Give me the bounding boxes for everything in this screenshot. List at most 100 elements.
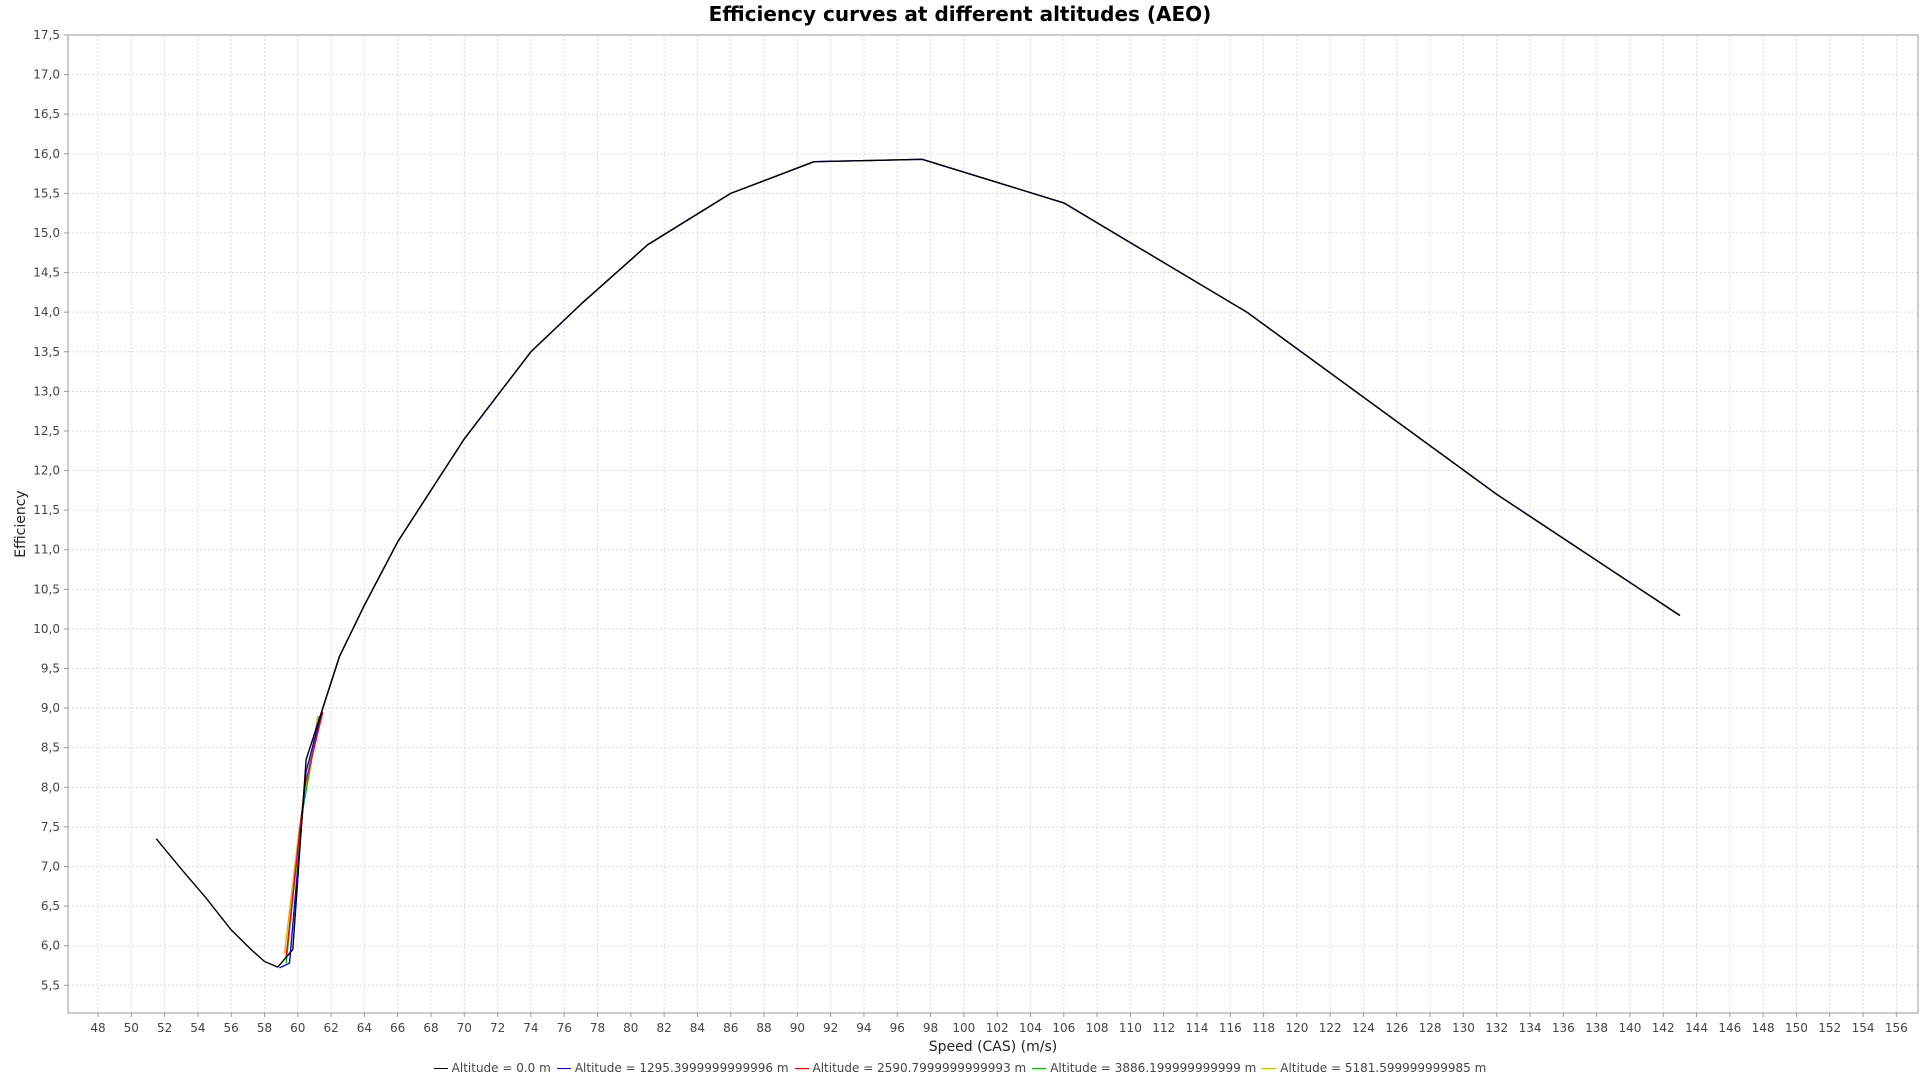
x-tick-label: 124 <box>1352 1021 1375 1035</box>
y-tick-label: 10,5 <box>33 582 60 596</box>
series-line <box>285 715 321 964</box>
x-tick-label: 110 <box>1119 1021 1142 1035</box>
legend-label: Altitude = 2590.7999999999993 m <box>812 1061 1027 1075</box>
x-tick-label: 52 <box>157 1021 172 1035</box>
x-tick-label: 118 <box>1252 1021 1275 1035</box>
x-tick-label: 120 <box>1285 1021 1308 1035</box>
x-tick-label: 130 <box>1452 1021 1475 1035</box>
y-tick-label: 9,0 <box>41 701 60 715</box>
legend-item: Altitude = 3886.199999999999 m <box>1032 1061 1256 1075</box>
x-tick-label: 136 <box>1552 1021 1575 1035</box>
y-tick-label: 9,5 <box>41 662 60 676</box>
x-tick-label: 56 <box>224 1021 239 1035</box>
x-tick-label: 126 <box>1385 1021 1408 1035</box>
x-tick-label: 106 <box>1052 1021 1075 1035</box>
y-tick-label: 7,5 <box>41 820 60 834</box>
legend-label: Altitude = 1295.3999999999996 m <box>574 1061 789 1075</box>
x-tick-label: 122 <box>1319 1021 1342 1035</box>
x-tick-label: 154 <box>1852 1021 1875 1035</box>
y-tick-label: 13,5 <box>33 345 60 359</box>
y-tick-label: 17,0 <box>33 68 60 82</box>
series-lines <box>155 158 1681 969</box>
x-tick-label: 54 <box>190 1021 205 1035</box>
plot-frame <box>67 34 1919 1014</box>
x-tick-label: 156 <box>1885 1021 1908 1035</box>
x-tick-label: 88 <box>756 1021 771 1035</box>
x-tick-label: 152 <box>1818 1021 1841 1035</box>
y-tick-label: 17,5 <box>33 28 60 42</box>
x-tick-label: 82 <box>656 1021 671 1035</box>
x-tick-label: 50 <box>124 1021 139 1035</box>
x-tick-label: 148 <box>1752 1021 1775 1035</box>
x-tick-label: 84 <box>690 1021 705 1035</box>
x-tick-label: 114 <box>1186 1021 1209 1035</box>
legend-label: Altitude = 0.0 m <box>451 1061 551 1075</box>
series-line <box>155 158 1681 968</box>
x-tick-label: 48 <box>90 1021 105 1035</box>
x-tick-label: 132 <box>1485 1021 1508 1035</box>
x-axis-label: Speed (CAS) (m/s) <box>929 1039 1058 1055</box>
x-tick-label: 108 <box>1086 1021 1109 1035</box>
y-tick-label: 11,0 <box>33 543 60 557</box>
x-tick-label: 92 <box>823 1021 838 1035</box>
x-tick-label: 94 <box>856 1021 871 1035</box>
x-tick-label: 142 <box>1652 1021 1675 1035</box>
y-tick-label: 13,0 <box>33 384 60 398</box>
legend: Altitude = 0.0 m Altitude = 1295.39999999… <box>0 1061 1920 1075</box>
x-tick-label: 134 <box>1519 1021 1542 1035</box>
legend-swatch <box>433 1068 448 1069</box>
x-tick-label: 102 <box>986 1021 1009 1035</box>
y-tick-label: 5,5 <box>41 978 60 992</box>
x-tick-label: 62 <box>323 1021 338 1035</box>
legend-item: Altitude = 1295.3999999999996 m <box>556 1061 789 1075</box>
y-tick-label: 12,5 <box>33 424 60 438</box>
x-tick-label: 138 <box>1585 1021 1608 1035</box>
series-line <box>279 158 1681 969</box>
x-axis: 48 50 52 54 56 58 60 62 64 66 68 70 72 74 76 78 80 82 84 86… <box>90 1013 1908 1035</box>
legend-swatch <box>1032 1068 1047 1069</box>
grid <box>68 34 1918 1013</box>
x-tick-label: 78 <box>590 1021 605 1035</box>
x-tick-label: 100 <box>952 1021 975 1035</box>
x-tick-label: 98 <box>923 1021 938 1035</box>
x-tick-label: 58 <box>257 1021 272 1035</box>
x-tick-label: 86 <box>723 1021 738 1035</box>
x-tick-label: 70 <box>457 1021 472 1035</box>
x-tick-label: 64 <box>357 1021 372 1035</box>
y-tick-label: 7,0 <box>41 859 60 873</box>
y-tick-label: 14,0 <box>33 305 60 319</box>
x-tick-label: 146 <box>1718 1021 1741 1035</box>
y-tick-label: 8,0 <box>41 780 60 794</box>
x-tick-label: 90 <box>790 1021 805 1035</box>
x-tick-label: 60 <box>290 1021 305 1035</box>
chart-title: Efficiency curves at different altitudes… <box>708 2 1212 26</box>
x-tick-label: 80 <box>623 1021 638 1035</box>
x-tick-label: 104 <box>1019 1021 1042 1035</box>
y-tick-label: 11,5 <box>33 503 60 517</box>
x-tick-label: 128 <box>1419 1021 1442 1035</box>
legend-label: Altitude = 5181.599999999985 m <box>1280 1061 1487 1075</box>
legend-item: Altitude = 2590.7999999999993 m <box>794 1061 1027 1075</box>
x-tick-label: 116 <box>1219 1021 1242 1035</box>
legend-label: Altitude = 3886.199999999999 m <box>1050 1061 1257 1075</box>
y-tick-label: 8,5 <box>41 741 60 755</box>
y-tick-label: 15,0 <box>33 226 60 240</box>
x-tick-label: 144 <box>1685 1021 1708 1035</box>
legend-swatch <box>794 1068 809 1069</box>
y-tick-label: 6,0 <box>41 939 60 953</box>
x-tick-label: 150 <box>1785 1021 1808 1035</box>
y-axis-label: Efficiency <box>13 490 29 557</box>
y-tick-label: 15,5 <box>33 186 60 200</box>
y-tick-label: 10,0 <box>33 622 60 636</box>
legend-swatch <box>556 1068 571 1069</box>
x-tick-label: 72 <box>490 1021 505 1035</box>
x-tick-label: 76 <box>557 1021 572 1035</box>
x-tick-label: 74 <box>523 1021 538 1035</box>
legend-item: Altitude = 5181.599999999985 m <box>1262 1061 1486 1075</box>
y-tick-label: 6,5 <box>41 899 60 913</box>
legend-swatch <box>1262 1068 1277 1069</box>
x-tick-label: 140 <box>1618 1021 1641 1035</box>
y-axis: 5,5 6,0 6,5 7,0 7,5 8,0 8,5 9,0 9,5 10,0 10,5 11,0 1… <box>33 28 68 992</box>
y-tick-label: 12,0 <box>33 464 60 478</box>
